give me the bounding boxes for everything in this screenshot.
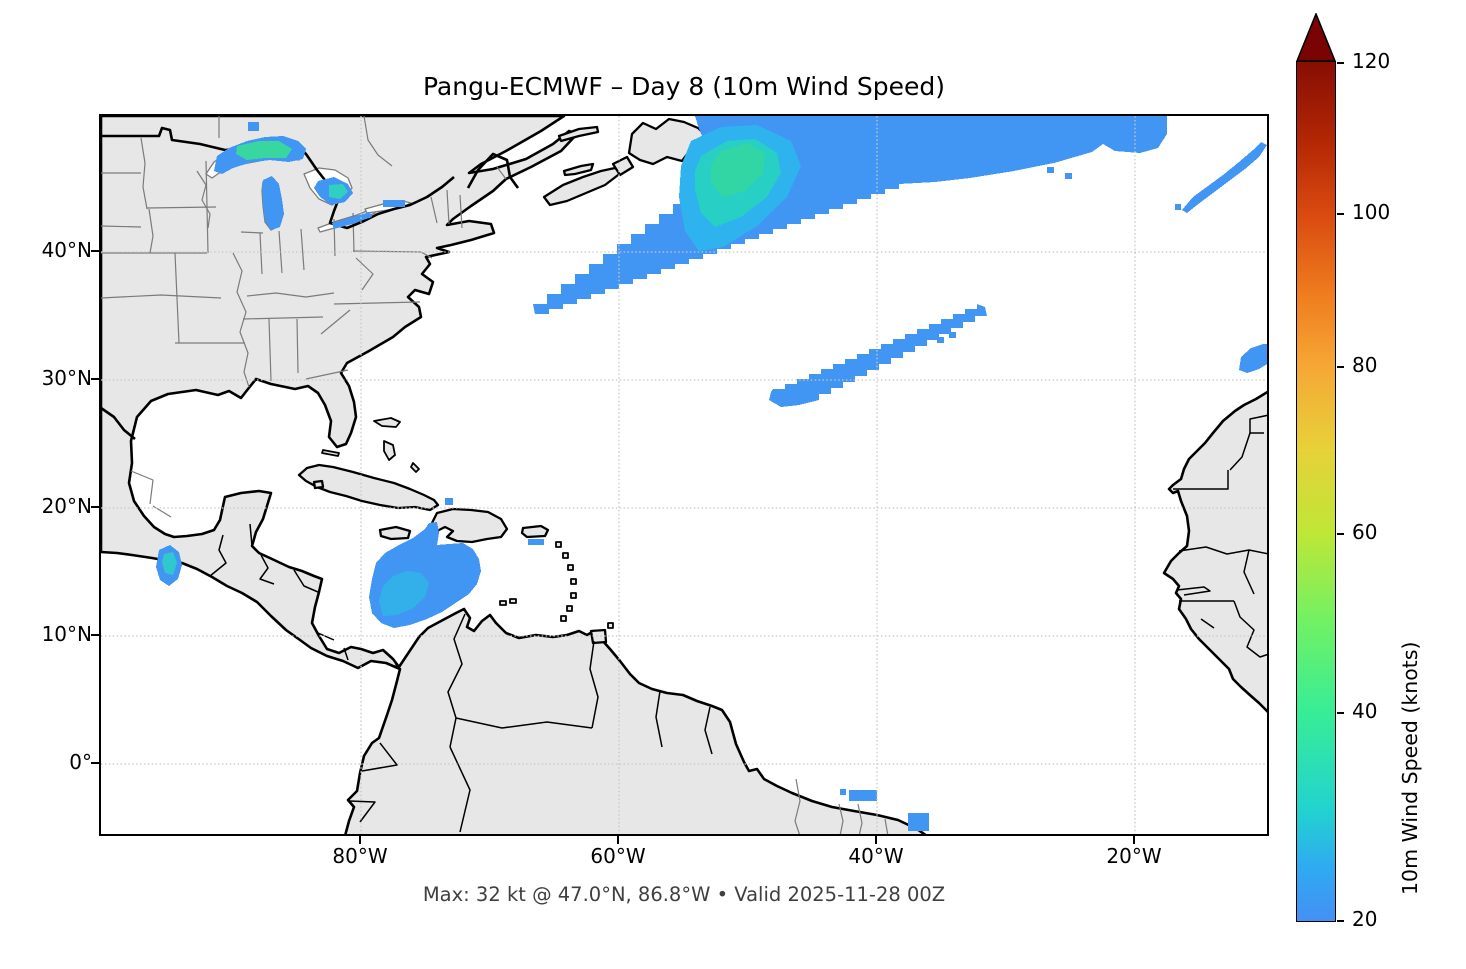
colorbar-tick xyxy=(1337,366,1344,368)
lesser-antilles-island xyxy=(570,578,577,585)
colorbar-tick xyxy=(1337,533,1344,535)
jamaica xyxy=(378,525,412,541)
wind-dot xyxy=(1047,167,1054,173)
colorbar-extend-arrow xyxy=(1296,13,1336,62)
bahamas-long-island xyxy=(410,462,420,473)
lesser-antilles-island xyxy=(570,592,577,599)
x-tick-label: 20°W xyxy=(1106,844,1162,868)
isla-juventud xyxy=(312,479,325,490)
prince-edward-island xyxy=(562,162,595,177)
wind-patch-brazil xyxy=(908,813,929,831)
wind-patch-north-atlantic xyxy=(533,116,1167,314)
wind-patch-tehuantepec-core xyxy=(162,552,177,575)
wind-patch-ne-atlantic xyxy=(1182,142,1267,213)
subtitle-max-valid: Max: 32 kt @ 47.0°N, 86.8°W • Valid 2025… xyxy=(422,883,946,906)
tobago xyxy=(607,622,614,629)
y-tick-mark xyxy=(91,506,99,508)
y-tick-label: 20°N xyxy=(41,494,92,518)
lesser-antilles-island xyxy=(566,605,573,612)
africa-coastline xyxy=(1162,390,1267,713)
colorbar-tick-label: 60 xyxy=(1352,520,1378,544)
colorbar-tick-label: 100 xyxy=(1352,200,1391,224)
y-tick-mark xyxy=(91,250,99,252)
lesser-antilles-island xyxy=(562,552,569,559)
y-tick-label: 0° xyxy=(69,750,92,774)
wind-patch-lake-michigan xyxy=(262,176,284,230)
colorbar-axis-label: 10m Wind Speed (knots) xyxy=(1398,641,1422,895)
colorbar-tick xyxy=(1337,920,1344,922)
maine-border xyxy=(466,152,520,189)
wind-patch-lake-erie xyxy=(332,212,372,229)
x-tick-mark xyxy=(359,836,361,844)
colorbar-tick-label: 120 xyxy=(1352,49,1391,73)
x-tick-mark xyxy=(875,836,877,844)
country-borders xyxy=(209,414,1267,833)
x-tick-label: 60°W xyxy=(590,844,646,868)
page-title: Pangu-ECMWF – Day 8 (10m Wind Speed) xyxy=(422,72,946,101)
wind-dot xyxy=(1175,204,1181,210)
wind-dot-cuba xyxy=(445,498,453,505)
y-tick-label: 10°N xyxy=(41,622,92,646)
wind-dash-brazil xyxy=(849,790,877,801)
y-tick-mark xyxy=(91,762,99,764)
curacao xyxy=(499,600,507,606)
international-borders xyxy=(101,126,520,441)
grand-bahama-abaco xyxy=(373,417,401,428)
andros-eleuthera xyxy=(383,440,396,461)
wind-dot xyxy=(1065,173,1072,179)
florida-keys xyxy=(321,449,340,457)
colorbar-tick xyxy=(1337,712,1344,714)
wind-dot xyxy=(919,339,926,345)
wind-patch-caribbean-core xyxy=(379,571,429,616)
map-canvas xyxy=(101,116,1267,834)
wind-patch-na-core xyxy=(711,143,765,197)
lesser-antilles-island xyxy=(560,615,567,622)
wind-dot xyxy=(949,332,956,338)
us-canada-border xyxy=(101,126,455,230)
map-axes-frame xyxy=(99,114,1269,836)
trinidad xyxy=(589,628,608,645)
y-tick-label: 30°N xyxy=(41,366,92,390)
wind-dash-puerto-rico xyxy=(528,539,544,545)
islands xyxy=(297,117,714,645)
y-tick-mark xyxy=(91,634,99,636)
anticosti-island xyxy=(557,125,600,143)
wind-patch-mid-atlantic xyxy=(769,304,987,407)
landmass-americas xyxy=(101,116,927,834)
colorbar-tick xyxy=(1337,62,1344,64)
wind-patch-superior-core xyxy=(236,141,292,160)
cuba xyxy=(297,463,440,512)
y-tick-mark xyxy=(91,378,99,380)
wind-dot-brazil xyxy=(840,789,846,795)
wind-patch-lake-ontario xyxy=(383,200,405,207)
colorbar-tick-label: 80 xyxy=(1352,353,1378,377)
us-mexico-border xyxy=(101,406,136,441)
wind-dot xyxy=(937,337,944,343)
wind-dot-lake-nipigon xyxy=(248,122,259,131)
wind-patch-morocco xyxy=(1239,344,1267,373)
colorbar-tick-label: 20 xyxy=(1352,907,1378,931)
x-tick-label: 80°W xyxy=(332,844,388,868)
wind-speed-shading xyxy=(156,116,1267,831)
lesser-antilles-island xyxy=(555,541,562,548)
colorbar-gradient xyxy=(1296,61,1336,922)
puerto-rico xyxy=(520,524,550,539)
hispaniola xyxy=(429,507,509,544)
americas-coastline xyxy=(101,116,927,834)
cape-breton xyxy=(611,155,635,177)
x-tick-mark xyxy=(1133,836,1135,844)
colorbar-tick xyxy=(1337,213,1344,215)
aruba xyxy=(509,598,517,604)
y-tick-label: 40°N xyxy=(41,238,92,262)
colorbar-tick-label: 40 xyxy=(1352,699,1378,723)
gridlines xyxy=(101,116,1267,834)
wind-patch-huron-core xyxy=(329,184,348,199)
lesser-antilles-island xyxy=(567,564,574,571)
small-islands xyxy=(321,417,614,629)
x-tick-mark xyxy=(617,836,619,844)
x-tick-label: 40°W xyxy=(848,844,904,868)
